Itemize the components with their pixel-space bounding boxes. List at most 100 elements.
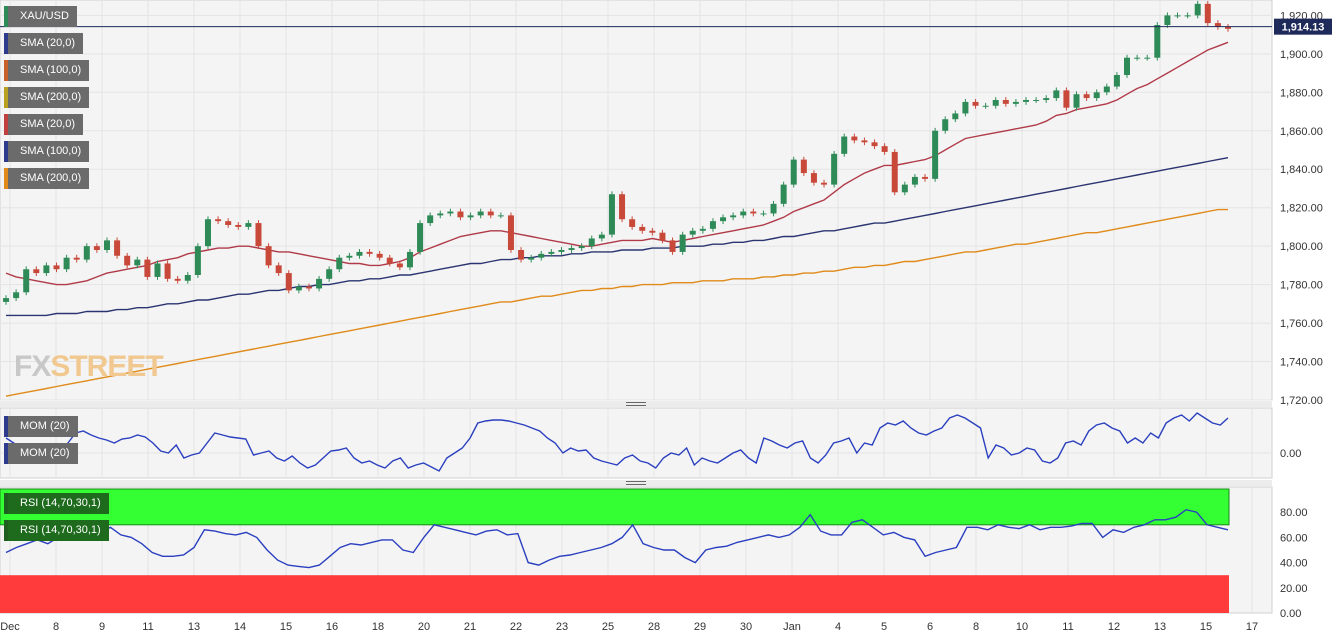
candle bbox=[1204, 3, 1211, 24]
candle bbox=[295, 286, 302, 291]
rsi-tick-label: 40.00 bbox=[1280, 558, 1308, 570]
legend-item-rsi[interactable]: RSI (14,70,30,1) bbox=[4, 520, 109, 541]
x-tick-label: 17 bbox=[1246, 621, 1258, 633]
legend-item-sma[interactable]: SMA (200,0) bbox=[4, 168, 90, 189]
candle bbox=[952, 113, 959, 120]
candle bbox=[659, 232, 666, 241]
candle bbox=[790, 159, 797, 185]
candle bbox=[275, 265, 282, 274]
candle bbox=[679, 234, 686, 252]
candle bbox=[235, 225, 242, 227]
candle bbox=[750, 211, 757, 214]
candle bbox=[134, 259, 141, 266]
candle bbox=[215, 219, 222, 222]
x-tick-label: 15 bbox=[280, 621, 292, 633]
rsi-zones bbox=[0, 488, 1230, 613]
candle bbox=[447, 211, 454, 214]
candle bbox=[1225, 26, 1231, 29]
current-price-tag: 1,914.13 bbox=[0, 18, 1332, 35]
x-tick-label: 15 bbox=[1200, 621, 1212, 633]
candle bbox=[1063, 90, 1070, 108]
candle bbox=[598, 234, 605, 239]
candle bbox=[396, 263, 403, 268]
candle bbox=[366, 251, 373, 254]
x-tick-label: 30 bbox=[740, 621, 752, 633]
candle bbox=[194, 246, 201, 275]
candle bbox=[204, 219, 211, 247]
candle bbox=[1103, 86, 1110, 93]
candle bbox=[538, 253, 545, 258]
candle bbox=[780, 184, 787, 204]
candle bbox=[63, 257, 70, 270]
chart-axes: Dec 8 9 11 13 14 15 16 18 20 21 22 23 25 28 29 30 Jan 4 5 6 8… bbox=[0, 10, 1323, 633]
pane-resize-handle[interactable] bbox=[0, 480, 1272, 486]
candle bbox=[376, 253, 383, 258]
candle bbox=[467, 215, 474, 218]
candle bbox=[740, 211, 747, 216]
candle bbox=[1214, 23, 1221, 27]
pane-resize-handle[interactable] bbox=[0, 401, 1272, 407]
candle bbox=[1194, 3, 1201, 16]
y-tick-label: 1,760.00 bbox=[1280, 318, 1323, 330]
x-tick-label: 6 bbox=[927, 621, 933, 633]
candle bbox=[831, 153, 838, 185]
candle bbox=[1144, 57, 1151, 59]
fxstreet-watermark: FXSTREET bbox=[14, 350, 164, 383]
pane-separators[interactable] bbox=[0, 401, 1272, 486]
candle bbox=[992, 100, 999, 106]
x-tick-label: 23 bbox=[556, 621, 568, 633]
legend-item-sma[interactable]: SMA (20,0) bbox=[4, 114, 84, 135]
candle bbox=[911, 176, 918, 185]
candle bbox=[1174, 15, 1181, 17]
candle bbox=[861, 140, 868, 143]
legend-item-sma[interactable]: SMA (100,0) bbox=[4, 60, 90, 81]
y-tick-label: 1,740.00 bbox=[1280, 357, 1323, 369]
x-tick-label: 11 bbox=[1062, 621, 1073, 633]
legend-item-sma[interactable]: SMA (200,0) bbox=[4, 87, 90, 108]
symbol-label[interactable]: XAU/USD bbox=[4, 6, 77, 27]
legend-item-rsi[interactable]: RSI (14,70,30,1) bbox=[4, 493, 109, 514]
sma-200-line bbox=[5, 208, 1228, 397]
candle bbox=[841, 136, 848, 154]
candle bbox=[23, 269, 30, 293]
x-tick-label: 5 bbox=[881, 621, 887, 633]
candle bbox=[851, 136, 858, 141]
candle bbox=[922, 176, 929, 179]
y-tick-label: 1,800.00 bbox=[1280, 241, 1323, 253]
x-tick-label: 22 bbox=[510, 621, 522, 633]
rsi-tick-label: 80.00 bbox=[1280, 507, 1308, 519]
candle bbox=[356, 251, 363, 256]
candle bbox=[1012, 101, 1019, 104]
candle bbox=[528, 257, 535, 260]
mom-tick-label: 0.00 bbox=[1280, 448, 1301, 460]
legend-item-mom[interactable]: MOM (20) bbox=[4, 443, 78, 464]
candle bbox=[245, 223, 252, 227]
candle bbox=[760, 213, 767, 215]
candle bbox=[568, 248, 575, 250]
x-tick-label: 28 bbox=[648, 621, 660, 633]
pane-main-background bbox=[0, 0, 1273, 401]
rsi-line bbox=[5, 508, 1229, 569]
candle bbox=[427, 215, 434, 224]
candle bbox=[649, 230, 656, 233]
y-tick-label: 1,880.00 bbox=[1280, 87, 1323, 99]
y-tick-label: 1,900.00 bbox=[1280, 49, 1323, 61]
candle bbox=[457, 211, 464, 218]
candle bbox=[1164, 15, 1171, 25]
legend-item-sma[interactable]: SMA (20,0) bbox=[4, 33, 84, 54]
x-tick-label: 12 bbox=[1108, 621, 1120, 633]
x-tick-label: 20 bbox=[418, 621, 430, 633]
legend-item-sma[interactable]: SMA (100,0) bbox=[4, 141, 90, 162]
candle bbox=[103, 240, 110, 250]
candle bbox=[255, 223, 262, 247]
legend-item-mom[interactable]: MOM (20) bbox=[4, 416, 78, 437]
rsi-tick-label: 0.00 bbox=[1280, 608, 1301, 620]
candle bbox=[558, 250, 565, 252]
candle bbox=[174, 278, 181, 281]
candle bbox=[619, 194, 626, 220]
candle bbox=[810, 173, 817, 183]
candle bbox=[608, 194, 615, 235]
candle bbox=[346, 255, 353, 258]
candle bbox=[124, 255, 131, 266]
